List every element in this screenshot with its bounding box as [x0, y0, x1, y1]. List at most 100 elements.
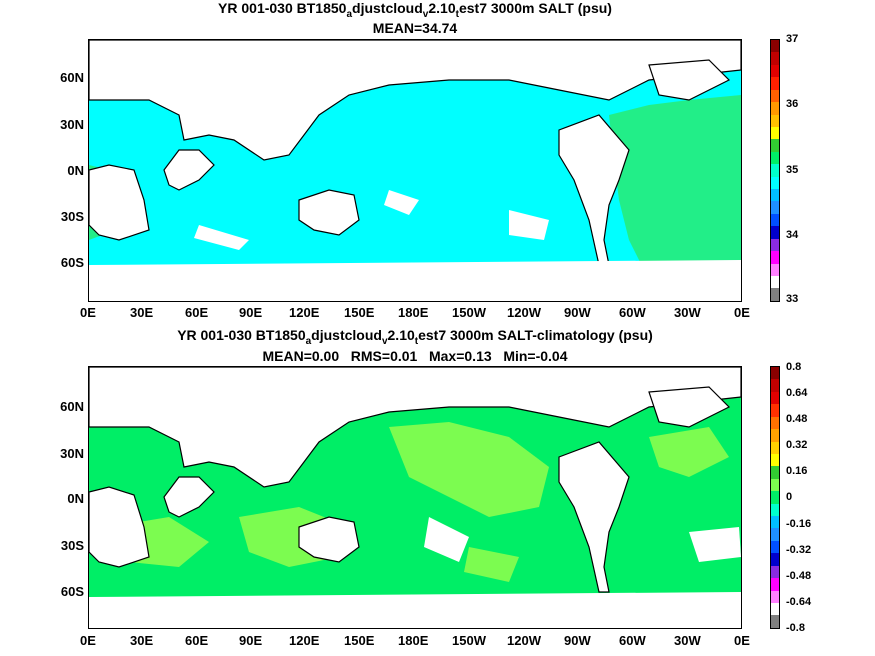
bottom-white-patches	[89, 517, 741, 628]
bottom-cbtick: 0	[786, 491, 793, 503]
top-cbtick: 35	[786, 164, 799, 176]
top-cbtick: 36	[786, 98, 799, 110]
colorbar-swatch	[771, 151, 779, 165]
bottom-ylabel-30n: 30N	[60, 446, 84, 461]
colorbar-swatch	[771, 379, 779, 392]
colorbar-swatch	[771, 603, 779, 616]
top-xlabel: 60W	[619, 305, 646, 320]
colorbar-swatch	[771, 466, 779, 479]
top-xlabel: 90W	[564, 305, 591, 320]
bottom-ylabel-0n: 0N	[67, 491, 84, 506]
colorbar-swatch	[771, 89, 779, 103]
bottom-cbtick: -0.48	[786, 570, 812, 582]
colorbar-swatch	[771, 139, 779, 152]
colorbar-swatch	[771, 226, 779, 239]
bottom-map	[88, 366, 742, 629]
bottom-xlabel: 150W	[452, 633, 486, 648]
bottom-cbtick: -0.8	[786, 622, 805, 634]
top-ylabel-60n: 60N	[60, 70, 84, 85]
top-atlantic	[609, 95, 741, 280]
top-xlabel: 30W	[674, 305, 701, 320]
top-xlabel: 30E	[130, 305, 154, 320]
colorbar-swatch	[771, 114, 779, 127]
colorbar-swatch	[771, 64, 779, 78]
top-title: YR 001-030 BT1850adjustcloudv2.10test7 3…	[218, 0, 612, 20]
bottom-xlabel: 180E	[398, 633, 429, 648]
top-xlabel: 120E	[289, 305, 320, 320]
colorbar-swatch	[771, 77, 779, 90]
bottom-subtitle: MEAN=0.00 RMS=0.01 Max=0.13 Min=-0.04	[262, 348, 568, 364]
top-xlabel: 0E	[80, 305, 96, 320]
bottom-cbtick: 0.8	[786, 361, 802, 373]
top-ylabel-30n: 30N	[60, 117, 84, 132]
bottom-cbtick: 0.16	[786, 465, 808, 477]
colorbar-swatch	[771, 288, 779, 301]
bottom-xlabel: 90W	[564, 633, 591, 648]
bottom-xlabel: 150E	[344, 633, 375, 648]
bottom-xlabel: 120E	[289, 633, 320, 648]
bottom-xlabel: 120W	[507, 633, 541, 648]
top-land	[89, 40, 741, 266]
top-xlabel: 90E	[239, 305, 263, 320]
colorbar-swatch	[771, 126, 779, 140]
colorbar-swatch	[771, 40, 779, 53]
top-cbtick: 37	[786, 33, 799, 45]
colorbar-swatch	[771, 429, 779, 442]
colorbar-swatch	[771, 213, 779, 227]
colorbar-swatch	[771, 503, 779, 517]
bottom-cbtick: 0.64	[786, 387, 808, 399]
bottom-xlabel: 30W	[674, 633, 701, 648]
top-ylabel-0n: 0N	[67, 163, 84, 178]
colorbar-swatch	[771, 615, 779, 628]
colorbar-swatch	[771, 590, 779, 604]
colorbar-swatch	[771, 164, 779, 177]
top-cbtick: 33	[786, 293, 799, 305]
bottom-xlabel: 30E	[130, 633, 154, 648]
bottom-cbtick: -0.32	[786, 544, 812, 556]
top-map-svg	[89, 40, 741, 301]
colorbar-swatch	[771, 553, 779, 566]
colorbar-swatch	[771, 441, 779, 454]
bottom-cbtick: -0.64	[786, 596, 812, 608]
bottom-cbtick: 0.32	[786, 439, 808, 451]
top-subtitle: MEAN=34.74	[372, 20, 458, 36]
colorbar-swatch	[771, 565, 779, 579]
bottom-xlabel: 60W	[619, 633, 646, 648]
top-ylabel-30s: 30S	[60, 209, 84, 224]
colorbar-swatch	[771, 516, 779, 529]
top-xlabel: 60E	[185, 305, 209, 320]
bottom-land	[89, 367, 741, 593]
bottom-xlabel: 90E	[239, 633, 263, 648]
colorbar-swatch	[771, 404, 779, 417]
top-cbtick: 34	[786, 229, 799, 241]
top-xlabel: 120W	[507, 305, 541, 320]
bottom-xlabel: 0E	[80, 633, 96, 648]
top-xlabel: 150E	[344, 305, 375, 320]
colorbar-swatch	[771, 201, 779, 214]
colorbar-swatch	[771, 453, 779, 467]
colorbar-swatch	[771, 540, 779, 554]
colorbar-swatch	[771, 416, 779, 430]
colorbar-swatch	[771, 491, 779, 504]
colorbar-swatch	[771, 263, 779, 277]
bottom-cbtick: -0.16	[786, 518, 812, 530]
bottom-xlabel: 0E	[734, 633, 750, 648]
top-xlabel: 0E	[734, 305, 750, 320]
bottom-colorbar	[770, 366, 780, 629]
top-ylabel-60s: 60S	[60, 255, 84, 270]
colorbar-swatch	[771, 276, 779, 289]
top-xlabel: 150W	[452, 305, 486, 320]
bottom-ylabel-60n: 60N	[60, 399, 84, 414]
bottom-ylabel-30s: 30S	[60, 538, 84, 553]
colorbar-swatch	[771, 52, 779, 65]
colorbar-swatch	[771, 238, 779, 252]
top-map	[88, 39, 742, 302]
colorbar-swatch	[771, 578, 779, 591]
colorbar-swatch	[771, 176, 779, 190]
bottom-title: YR 001-030 BT1850adjustcloudv2.10test7 3…	[177, 327, 653, 347]
top-colorbar	[770, 39, 780, 302]
bottom-map-svg	[89, 367, 741, 628]
top-xlabel: 180E	[398, 305, 429, 320]
colorbar-swatch	[771, 528, 779, 541]
bottom-ylabel-60s: 60S	[60, 584, 84, 599]
